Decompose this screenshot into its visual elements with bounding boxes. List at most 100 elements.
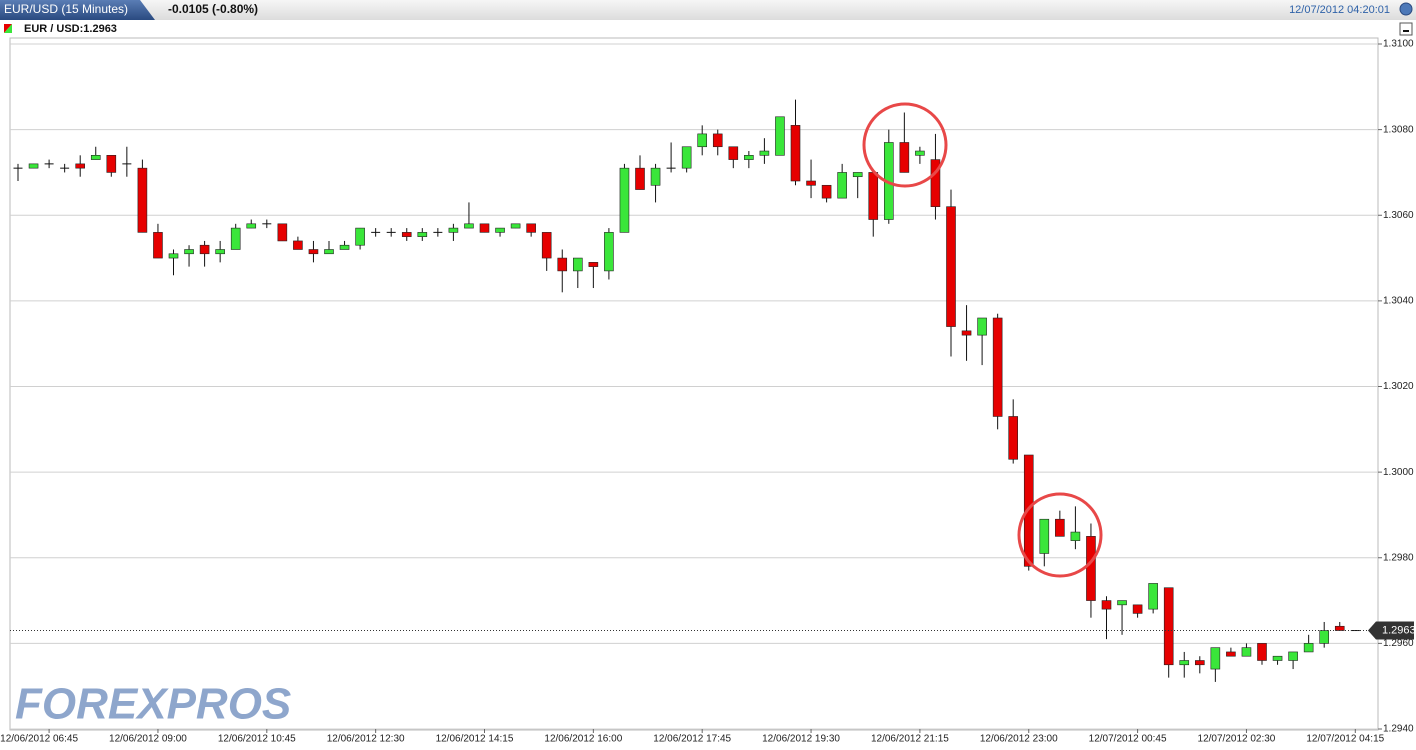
y-tick-label: 1.3080 [1383,124,1414,135]
highlight-circle [862,102,948,188]
candle-body [417,232,428,237]
x-tick-label: 12/06/2012 17:45 [653,734,731,745]
candle-body [308,249,319,255]
candle-body [324,249,334,255]
candle-body [215,249,225,255]
grid [10,43,1378,730]
candle-body [759,150,770,156]
candle-body [681,146,692,169]
x-tick-label: 12/06/2012 06:45 [0,734,78,745]
candle-body [1039,518,1050,554]
header-icon[interactable] [1399,2,1413,16]
candle-body [479,223,490,233]
x-tick-label: 12/07/2012 02:30 [1198,734,1276,745]
candle-body [1319,630,1329,644]
candle-body [557,257,568,272]
candle-body [977,317,987,336]
candle-body [495,227,505,233]
candle-body [262,223,272,225]
header-bar [0,0,1416,20]
candle-body [371,231,381,233]
y-tick-label: 1.3020 [1383,381,1414,392]
candle-body [899,142,910,173]
x-tick-label: 12/07/2012 00:45 [1089,734,1167,745]
candle-body [1008,416,1019,460]
last-price-tag [1368,621,1414,640]
candle-body [1179,660,1190,666]
candle-body [75,163,85,169]
candle-body [961,330,972,336]
candle-body [930,159,941,207]
candle-body [1210,647,1221,670]
candle-body [852,172,863,178]
candle-body [619,167,630,233]
candle-body [588,262,599,267]
candle-body [775,116,785,156]
candle-body [60,167,70,169]
candle-body [433,231,443,233]
candle-body [712,133,723,148]
candle-body [122,163,132,165]
candle-body [90,155,101,160]
candle-body [401,232,412,237]
y-tick-label: 1.3000 [1383,467,1414,478]
candle-body [293,240,303,250]
header-timestamp: 12/07/2012 04:20:01 [1289,4,1390,16]
candle-body [1226,651,1236,657]
candle-body [697,133,708,148]
candle-body [572,257,583,272]
candle-body [650,167,661,186]
candle-body [1132,604,1143,614]
candle-body [355,227,365,246]
candle-body [1148,583,1158,610]
candle-body [868,172,879,220]
candle-body [230,227,241,250]
x-tick-label: 12/06/2012 09:00 [109,734,187,745]
legend-icon-green [4,24,12,33]
candle-body [946,206,956,327]
candle-body [339,244,350,250]
candle-body [744,155,754,160]
candles [13,99,1360,682]
x-tick-label: 12/06/2012 21:15 [871,734,949,745]
candle-body [666,167,676,169]
x-tick-label: 12/06/2012 16:00 [544,734,622,745]
x-tick-label: 12/06/2012 23:00 [980,734,1058,745]
candle-body [44,163,54,165]
highlight-circle [1017,492,1103,578]
candle-body [464,223,474,229]
header-tab [0,0,155,20]
y-tick-label: 1.2940 [1383,724,1414,735]
candle-body [1086,536,1096,601]
candle-body [1195,660,1205,666]
candle-body [1163,587,1174,666]
last-price-label: 1.2963 [1382,624,1416,636]
candle-body [153,232,163,259]
candle-body [184,249,194,255]
candle-body [199,244,210,255]
y-tick-label: 1.3060 [1383,210,1414,221]
candle-body [1272,655,1283,661]
header-change: -0.0105 (-0.80%) [168,2,258,16]
candle-body [1117,600,1127,606]
candle-body [386,231,396,233]
candle-body [277,223,288,242]
candle-body [790,125,801,182]
candle-body [728,146,739,160]
candle-body [28,163,39,169]
candle-body [1257,643,1267,661]
candle-body [137,167,148,233]
candle-body [1303,643,1314,653]
candle-body [168,253,179,259]
candle-body [13,167,23,169]
minimize-button[interactable] [1399,22,1413,36]
candle-body [1334,625,1345,631]
candle-body [1241,647,1252,657]
y-tick-label: 1.2980 [1383,552,1414,563]
candle-body [106,155,117,173]
candle-body [541,232,552,259]
candle-body [1101,600,1112,610]
candle-body [837,172,847,199]
plot-area [9,37,1379,731]
